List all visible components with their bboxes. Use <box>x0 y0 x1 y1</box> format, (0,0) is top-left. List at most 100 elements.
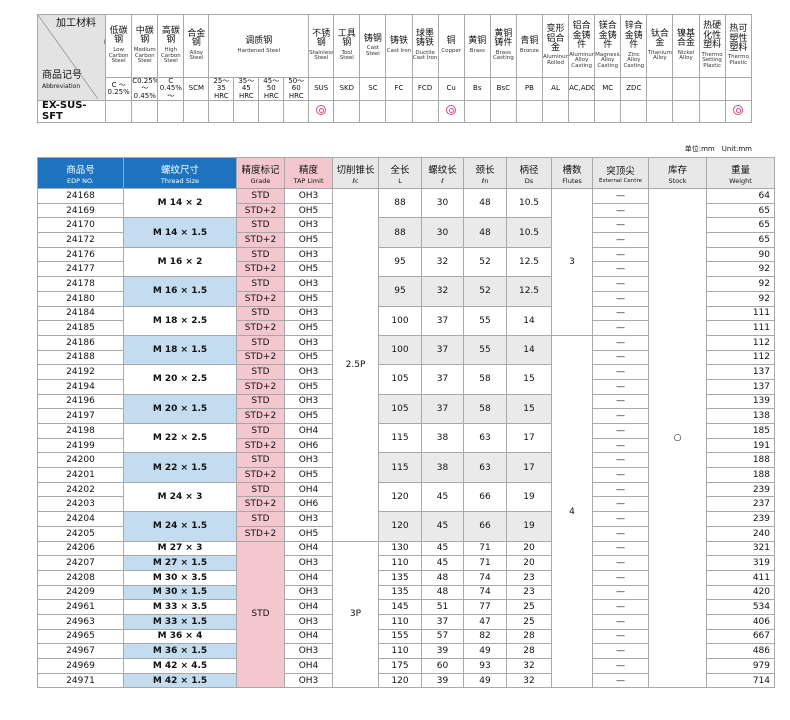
material-name: 热可塑性塑料 <box>729 24 748 53</box>
edp-number: 24961 <box>37 599 124 615</box>
header-thread-length: 螺纹长 ℓ <box>421 157 464 189</box>
shank-diameter: 15 <box>506 393 552 425</box>
external-centre: — <box>592 643 649 659</box>
edp-number: 24172 <box>37 232 124 248</box>
material-col-header: 低碳钢 Low Carbon Steel <box>105 14 133 78</box>
table-row: 24196 M 20 × 1.5 STD OH3 105 37 58 15 — 139 <box>37 393 775 425</box>
thread-size: M 27 × 3 <box>123 540 237 557</box>
material-abbreviation: Bs <box>463 76 491 102</box>
material-name-en: Stainless Steel <box>309 49 334 62</box>
material-suitability-cell <box>385 100 413 124</box>
tap-limit: OH3 <box>284 246 333 263</box>
weight: 65 <box>706 202 775 219</box>
material-col-hardened-steel: 调质钢 Hardened Steel <box>208 14 310 78</box>
material-col-header: 镁合金铸件Magnesium Alloy Casting <box>594 14 622 78</box>
material-col-header: 球墨铸铁 Ductile Cast Iron <box>411 14 439 78</box>
thread-size: M 16 × 2 <box>123 246 237 278</box>
thread-length: 37 <box>421 305 464 336</box>
shank-diameter: 23 <box>506 569 552 586</box>
overall-length: 115 <box>378 422 422 454</box>
shank-diameter: 10.5 <box>506 217 552 248</box>
edp-number: 24197 <box>37 408 124 424</box>
external-centre: — <box>592 467 649 483</box>
grade: STD+2 <box>236 525 285 542</box>
neck-length: 74 <box>463 569 507 586</box>
neck-length: 58 <box>463 364 507 395</box>
shank-diameter: 14 <box>506 334 552 366</box>
neck-length: 47 <box>463 613 507 630</box>
weight: 90 <box>706 246 775 263</box>
material-suitability-cell <box>308 100 335 124</box>
table-row: 24186 M 18 × 1.5 STD OH3 100 37 55 14 4—112 <box>37 334 775 689</box>
neck-length: 77 <box>463 599 507 615</box>
weight: 240 <box>706 525 775 542</box>
thread-size: M 30 × 3.5 <box>123 569 237 586</box>
material-suitability-cell <box>594 100 622 124</box>
material-suitability-cell <box>489 100 517 124</box>
material-suitability-cell <box>411 100 439 124</box>
grade: STD <box>236 452 285 469</box>
weight: 191 <box>706 437 775 454</box>
tap-limit: OH5 <box>284 378 333 395</box>
material-name: 锌合金铸件 <box>624 21 643 51</box>
overall-length: 155 <box>378 628 422 645</box>
grade: STD+2 <box>236 320 285 336</box>
table-row: 24180 STD+2 OH5 — 92 <box>37 290 775 307</box>
material-name-en: Titanium Alloy <box>647 49 672 62</box>
thread-size: M 14 × 2 <box>123 187 237 219</box>
material-name-en: Cast Iron <box>386 47 412 54</box>
neck-length: 71 <box>463 540 507 557</box>
external-centre: — <box>592 290 649 307</box>
grade: STD <box>236 246 285 263</box>
weight: 237 <box>706 496 775 513</box>
edp-number: 24177 <box>37 261 124 278</box>
material-name: 镍基合金 <box>676 28 695 49</box>
edp-number: 24194 <box>37 378 124 395</box>
edp-number: 24180 <box>37 290 124 307</box>
grade: STD+2 <box>236 496 285 513</box>
shank-diameter: 15 <box>506 364 552 395</box>
tap-limit: OH4 <box>284 481 333 498</box>
edp-number: 24201 <box>37 467 124 483</box>
material-suitability-cell <box>208 100 235 124</box>
material-name-en: Copper <box>441 47 462 54</box>
neck-length: 66 <box>463 511 507 542</box>
material-name-en: Bronze <box>519 47 539 54</box>
material-name-en: Alloy Steel <box>189 49 204 62</box>
neck-length: 63 <box>463 422 507 454</box>
grade: STD+2 <box>236 290 285 307</box>
weight: 321 <box>706 540 775 557</box>
table-row: 24197 STD+2 OH5 — 138 <box>37 408 775 424</box>
tap-limit: OH3 <box>284 276 333 292</box>
material-abbreviation: 25～35 HRC <box>208 76 235 102</box>
weight: 137 <box>706 378 775 395</box>
stock-mark: ○ <box>648 187 707 689</box>
header-stock: 库存 Stock <box>648 157 707 189</box>
external-centre: — <box>592 232 649 248</box>
weight: 139 <box>706 393 775 410</box>
thread-length: 37 <box>421 393 464 425</box>
external-centre: — <box>592 628 649 645</box>
external-centre: — <box>592 246 649 263</box>
shank-diameter: 10.5 <box>506 187 552 219</box>
neck-length: 49 <box>463 672 507 689</box>
shank-diameter: 32 <box>506 672 552 689</box>
neck-length: 63 <box>463 452 507 483</box>
tap-limit: OH5 <box>284 525 333 542</box>
tap-limit: OH3 <box>284 217 333 234</box>
material-suitability-cell <box>283 100 310 124</box>
edp-number: 24170 <box>37 217 124 234</box>
external-centre: — <box>592 188 649 204</box>
edp-number: 24205 <box>37 525 124 542</box>
edp-number: 24192 <box>37 364 124 380</box>
shank-diameter: 19 <box>506 481 552 513</box>
material-name: 铝合金铸件 <box>572 21 591 51</box>
overall-length: 130 <box>378 540 422 557</box>
edp-number: 24178 <box>37 276 124 292</box>
tap-limit: OH4 <box>284 658 333 674</box>
external-centre: — <box>592 261 649 278</box>
thread-length: 32 <box>421 276 464 307</box>
edp-number: 24969 <box>37 658 124 674</box>
grade: STD+2 <box>236 261 285 278</box>
table-row: 24201 STD+2 OH5 — 188 <box>37 467 775 483</box>
